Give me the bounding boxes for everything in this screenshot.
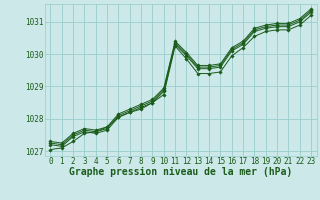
X-axis label: Graphe pression niveau de la mer (hPa): Graphe pression niveau de la mer (hPa) [69,167,292,177]
